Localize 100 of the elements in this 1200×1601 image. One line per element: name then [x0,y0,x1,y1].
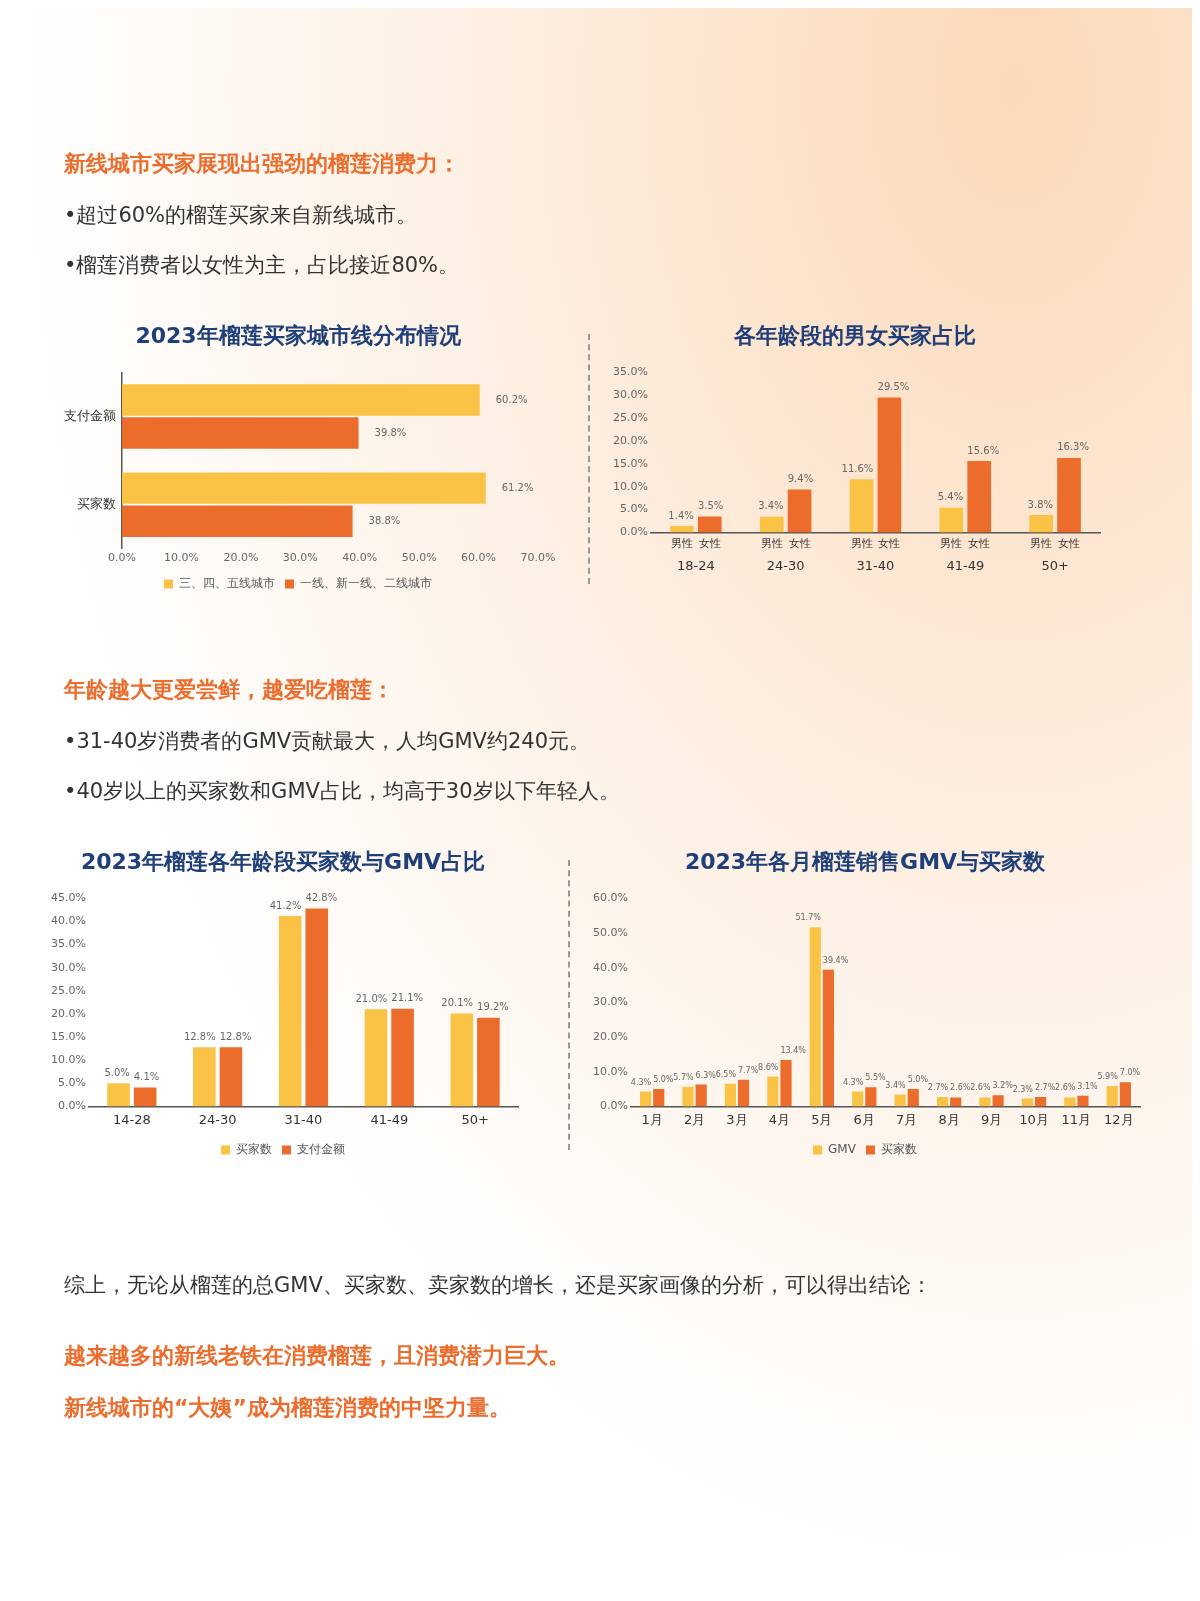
data-label: 61.2% [501,481,534,493]
bar [992,1095,1004,1107]
x-tick-label: 41-49 [370,1111,409,1127]
bar [737,1079,750,1107]
bar [1029,515,1054,533]
text: 越来越多的新线老铁在消费榴莲，且消费潜力巨大。 [64,1342,571,1370]
data-label: 39.8% [374,426,407,438]
data-label: 3.4% [885,1080,907,1090]
legend-label: 买家数 [880,1142,917,1157]
bar [1057,457,1081,533]
data-label: 3.5% [697,499,724,511]
data-label: 5.5% [865,1073,886,1083]
bar [1021,1098,1033,1107]
x-tick-label: 3月 [726,1111,748,1127]
x-tick-label: 0.0% [108,551,136,565]
y-tick-label: 15.0% [612,456,648,470]
bar [950,1097,962,1107]
bar [780,1059,792,1107]
x-tick-label: 2月 [683,1111,706,1127]
text: 女性 [878,536,901,550]
data-label: 3.1% [1077,1081,1099,1091]
data-label: 3.4% [758,500,784,512]
y-tick-label: 0.0% [599,1099,628,1113]
text: •31-40岁消费者的GMV贡献最大，人均GMV约240元。 [64,728,591,755]
y-tick-label: 35.0% [50,937,86,951]
data-label: 6.3% [695,1070,717,1080]
legend-label: 买家数 [236,1142,272,1157]
data-label: 1.4% [668,509,694,521]
data-label: 2.3% [1012,1084,1034,1094]
x-tick-label: 1月 [641,1111,663,1127]
legend-label: 三、四、五线城市 [179,576,275,591]
bar [122,472,486,504]
bar [219,1047,243,1107]
text: 年龄越大更爱尝鲜，越爱吃榴莲： [64,676,395,704]
chart-title: 2023年各月榴莲销售GMV与买家数 [684,848,1047,874]
data-label: 60.2% [495,393,528,405]
bar [894,1094,906,1107]
x-tick-label: 8月 [938,1111,960,1127]
data-label: 11.6% [841,462,874,474]
data-label: 5.4% [937,491,964,503]
legend-label: 一线、新一线、二线城市 [300,576,432,591]
data-label: 8.6% [758,1062,779,1072]
bar [1077,1095,1089,1107]
data-label: 21.0% [355,992,388,1004]
text: •40岁以上的买家数和GMV占比，均高于30岁以下年轻人。 [64,778,621,805]
x-tick-label: 10.0% [163,551,199,565]
y-tick-label: 35.0% [612,365,648,379]
data-label: 15.6% [967,444,1000,456]
bar [1106,1085,1118,1107]
y-tick-label: 5.0% [57,1076,86,1090]
data-label: 5.0% [104,1066,130,1078]
x-tick-label: 31-40 [284,1111,323,1127]
text: •榴莲消费者以女性为主，占比接近80%。 [64,252,461,279]
data-label: 21.1% [391,992,424,1004]
y-tick-label: 25.0% [612,410,648,424]
text: 女性 [968,536,991,550]
bar [979,1097,991,1107]
y-tick-label: 40.0% [50,914,86,928]
bar [865,1087,877,1107]
x-tick-label: 7月 [896,1111,918,1127]
bar [107,1083,130,1107]
series-label: 女性 [698,536,721,550]
y-tick-label: 20.0% [612,433,648,447]
bar [822,969,835,1107]
x-tick-label: 40.0% [342,551,378,565]
y-tick-label: 5.0% [619,502,648,516]
data-label: 5.7% [673,1072,694,1082]
legend-label: 支付金额 [297,1142,345,1157]
bar [767,1076,779,1107]
text: 男性 [760,536,783,550]
data-label: 5.0% [653,1075,674,1085]
bar [391,1008,414,1107]
data-label: 3.8% [1027,498,1054,510]
data-label: 7.0% [1119,1068,1141,1078]
y-tick-label: 0.0% [57,1099,86,1113]
x-tick-label: 50+ [461,1111,489,1127]
y-tick-label: 40.0% [592,960,628,974]
bar [122,505,353,537]
x-tick-label: 24-30 [766,557,805,573]
y-tick-label: 25.0% [50,983,86,997]
x-tick-label: 14-28 [112,1111,151,1127]
y-tick-label: 10.0% [612,479,648,493]
bar [936,1097,949,1107]
data-label: 6.5% [715,1069,737,1079]
bar [849,479,874,533]
y-tick-label: 10.0% [592,1064,628,1078]
bar [670,526,694,533]
bar [695,1084,707,1107]
x-tick-label: 6月 [853,1111,875,1127]
y-tick-label: 30.0% [612,388,648,402]
bar [759,516,784,533]
bar [907,1089,919,1107]
x-tick-label: 11月 [1061,1111,1092,1127]
text: 男性 [850,536,873,550]
bar [305,908,329,1107]
data-label: 16.3% [1057,441,1089,453]
data-label: 5.9% [1097,1072,1119,1082]
x-tick-label: 10月 [1019,1111,1049,1127]
text: •超过60%的榴莲买家来自新线城市。 [64,202,419,229]
data-label: 4.1% [133,1071,160,1083]
